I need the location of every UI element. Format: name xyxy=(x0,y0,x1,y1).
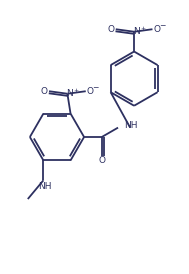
Text: NH: NH xyxy=(38,182,51,191)
Text: −: − xyxy=(92,83,99,92)
Text: −: − xyxy=(159,21,165,30)
Text: +: + xyxy=(140,26,145,31)
Text: O: O xyxy=(87,87,94,96)
Text: O: O xyxy=(98,156,105,165)
Text: NH: NH xyxy=(125,121,138,130)
Text: O: O xyxy=(41,87,48,96)
Text: N: N xyxy=(133,27,140,36)
Text: N: N xyxy=(67,89,73,98)
Text: O: O xyxy=(108,25,115,34)
Text: O: O xyxy=(153,25,160,34)
Text: +: + xyxy=(74,88,79,93)
